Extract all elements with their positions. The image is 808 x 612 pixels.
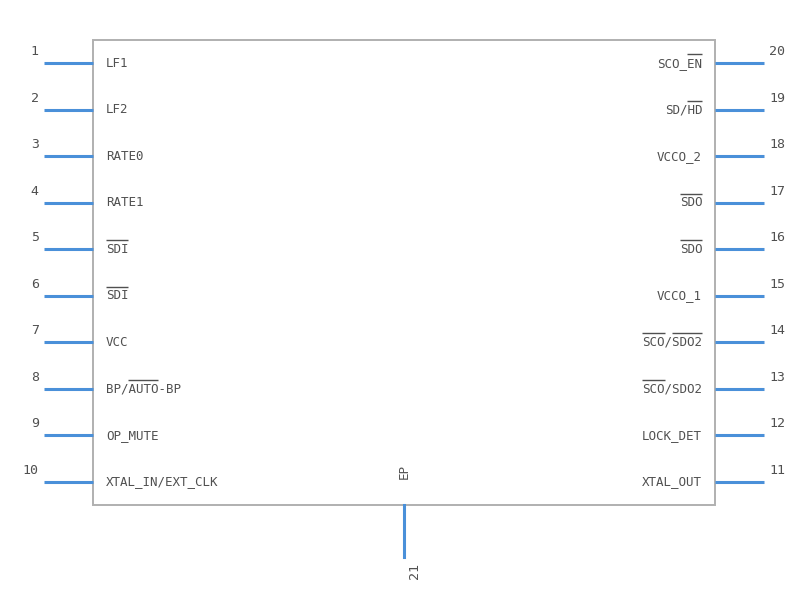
Text: XTAL_IN/EXT_CLK: XTAL_IN/EXT_CLK xyxy=(106,475,218,488)
Text: 16: 16 xyxy=(769,231,785,244)
Text: 14: 14 xyxy=(769,324,785,337)
Text: SCO/SDO2: SCO/SDO2 xyxy=(642,335,702,349)
Text: XTAL_OUT: XTAL_OUT xyxy=(642,475,702,488)
Text: LOCK_DET: LOCK_DET xyxy=(642,428,702,442)
Text: 17: 17 xyxy=(769,185,785,198)
Text: SCO/SDO2: SCO/SDO2 xyxy=(642,382,702,395)
Text: 10: 10 xyxy=(23,464,39,477)
Text: VCCO_1: VCCO_1 xyxy=(657,289,702,302)
Text: EP: EP xyxy=(398,464,410,479)
Text: 12: 12 xyxy=(769,417,785,430)
Bar xyxy=(93,40,715,505)
Text: LF1: LF1 xyxy=(106,56,128,70)
Text: VCC: VCC xyxy=(106,335,128,349)
Text: 1: 1 xyxy=(31,45,39,58)
Text: VCCO_2: VCCO_2 xyxy=(657,149,702,163)
Text: 5: 5 xyxy=(31,231,39,244)
Text: 9: 9 xyxy=(31,417,39,430)
Text: 8: 8 xyxy=(31,371,39,384)
Text: RATE0: RATE0 xyxy=(106,149,143,163)
Text: SD/HD: SD/HD xyxy=(665,103,702,116)
Text: LF2: LF2 xyxy=(106,103,128,116)
Text: 20: 20 xyxy=(769,45,785,58)
Text: 7: 7 xyxy=(31,324,39,337)
Text: 15: 15 xyxy=(769,278,785,291)
Text: SDO: SDO xyxy=(680,196,702,209)
Text: SCO_EN: SCO_EN xyxy=(657,56,702,70)
Text: 4: 4 xyxy=(31,185,39,198)
Text: RATE1: RATE1 xyxy=(106,196,143,209)
Text: SDO: SDO xyxy=(680,242,702,256)
Text: 3: 3 xyxy=(31,138,39,151)
Text: 13: 13 xyxy=(769,371,785,384)
Text: 19: 19 xyxy=(769,92,785,105)
Text: 18: 18 xyxy=(769,138,785,151)
Text: 21: 21 xyxy=(408,563,421,579)
Text: 11: 11 xyxy=(769,464,785,477)
Text: SDI: SDI xyxy=(106,242,128,256)
Text: 2: 2 xyxy=(31,92,39,105)
Text: OP_MUTE: OP_MUTE xyxy=(106,428,158,442)
Text: 6: 6 xyxy=(31,278,39,291)
Text: SDI: SDI xyxy=(106,289,128,302)
Text: BP/AUTO-BP: BP/AUTO-BP xyxy=(106,382,181,395)
